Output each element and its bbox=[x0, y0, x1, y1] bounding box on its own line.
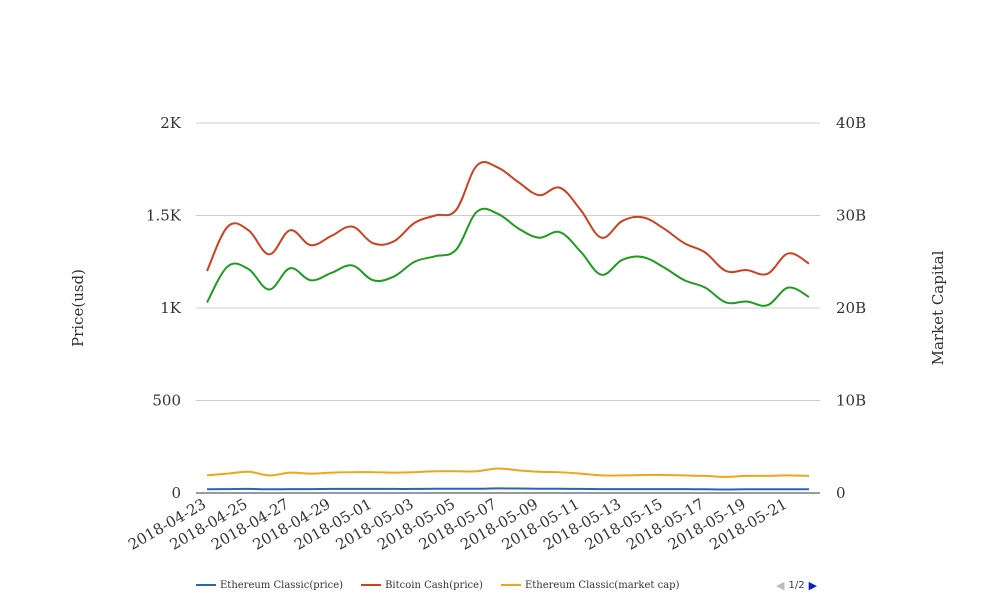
series-lines bbox=[206, 160, 810, 491]
grid-lines bbox=[196, 122, 820, 494]
legend-item-ethereum-classic-price[interactable]: Ethereum Classic(price) bbox=[196, 580, 343, 591]
right-tick-label: 0 bbox=[836, 484, 846, 502]
pager-prev-icon[interactable]: ◀ bbox=[776, 578, 785, 592]
pager-next-icon[interactable]: ▶ bbox=[808, 578, 818, 592]
left-tick-label: 1K bbox=[160, 299, 182, 317]
right-tick-label: 10B bbox=[836, 392, 866, 410]
legend-label: Bitcoin Cash(price) bbox=[385, 579, 483, 591]
legend-pager: ◀ 1/2 ▶ bbox=[776, 576, 817, 594]
left-tick-label: 500 bbox=[152, 392, 181, 410]
left-axis-title: Price(usd) bbox=[69, 269, 87, 347]
legend-label: Ethereum Classic(market cap) bbox=[524, 579, 680, 591]
right-tick-label: 20B bbox=[836, 299, 866, 317]
pager-text: 1/2 bbox=[788, 579, 805, 591]
left-tick-label: 0 bbox=[171, 484, 181, 502]
ethereum-classic-market-cap-line bbox=[206, 467, 810, 478]
left-tick-label: 2K bbox=[160, 114, 182, 132]
legend-swatch bbox=[500, 584, 521, 586]
bitcoin-cash-market-cap-line bbox=[206, 207, 810, 307]
ethereum-classic-price-line bbox=[206, 487, 809, 491]
bitcoin-cash-price-line bbox=[206, 160, 810, 276]
right-axis-ticks: 0 10B 20B 30B 40B bbox=[836, 114, 866, 502]
right-tick-label: 30B bbox=[836, 207, 866, 225]
legend-item-ethereum-classic-market-cap[interactable]: Ethereum Classic(market cap) bbox=[500, 579, 680, 591]
legend-item-bitcoin-cash-price[interactable]: Bitcoin Cash(price) bbox=[361, 580, 483, 591]
right-axis-title: Market Capital bbox=[929, 250, 947, 365]
x-axis-ticks: 2018-04-232018-04-252018-04-272018-04-29… bbox=[125, 495, 790, 554]
legend-label: Ethereum Classic(price) bbox=[220, 579, 344, 591]
legend-swatch bbox=[196, 584, 216, 586]
left-axis-ticks: 0 500 1K 1.5K 2K bbox=[146, 114, 182, 502]
right-tick-label: 40B bbox=[836, 114, 866, 132]
legend-swatch bbox=[361, 584, 382, 586]
left-tick-label: 1.5K bbox=[146, 207, 182, 225]
legend: Ethereum Classic(price) Bitcoin Cash(pri… bbox=[196, 576, 697, 594]
